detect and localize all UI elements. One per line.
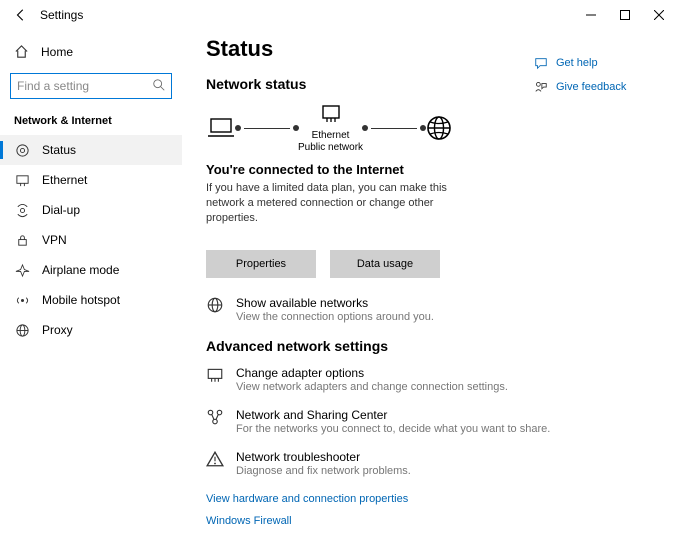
feedback-link[interactable]: Give feedback <box>556 81 626 93</box>
home-label: Home <box>41 45 73 59</box>
globe-icon <box>425 114 453 142</box>
window-controls <box>574 2 676 28</box>
adapter-icon <box>206 366 224 384</box>
network-diagram: Ethernet Public network <box>206 102 656 154</box>
feedback-row[interactable]: Give feedback <box>534 80 654 94</box>
show-networks-item[interactable]: Show available networks View the connect… <box>206 296 656 324</box>
hotspot-icon <box>14 292 30 308</box>
sharing-center-title: Network and Sharing Center <box>236 408 550 422</box>
search-input[interactable] <box>10 73 172 99</box>
window-title: Settings <box>40 8 83 22</box>
search-wrap <box>10 73 172 99</box>
connection-heading: You're connected to the Internet <box>206 162 656 177</box>
sidebar-item-ethernet[interactable]: Ethernet <box>0 165 182 195</box>
feedback-icon <box>534 80 548 94</box>
adapter-options-desc: View network adapters and change connect… <box>236 380 508 394</box>
sharing-center-desc: For the networks you connect to, decide … <box>236 422 550 436</box>
sidebar-item-label: VPN <box>42 233 67 247</box>
status-icon <box>14 142 30 158</box>
globe-small-icon <box>206 296 224 314</box>
show-networks-desc: View the connection options around you. <box>236 310 434 324</box>
firewall-link[interactable]: Windows Firewall <box>206 515 656 527</box>
laptop-icon <box>206 116 236 140</box>
advanced-heading: Advanced network settings <box>206 338 656 354</box>
sidebar: Home Network & Internet Status Ethernet … <box>0 0 182 538</box>
nic-icon <box>319 102 343 126</box>
warning-icon <box>206 450 224 468</box>
dialup-icon <box>14 202 30 218</box>
sidebar-item-label: Dial-up <box>42 203 80 217</box>
back-button[interactable] <box>14 8 28 22</box>
nav-list: Status Ethernet Dial-up VPN Airplane mod… <box>0 135 182 345</box>
sidebar-item-dialup[interactable]: Dial-up <box>0 195 182 225</box>
sidebar-item-label: Ethernet <box>42 173 87 187</box>
minimize-button[interactable] <box>574 2 608 28</box>
help-icon <box>534 56 548 70</box>
sidebar-item-label: Status <box>42 143 76 157</box>
airplane-icon <box>14 262 30 278</box>
home-icon <box>14 44 29 59</box>
maximize-button[interactable] <box>608 2 642 28</box>
sidebar-item-label: Mobile hotspot <box>42 293 120 307</box>
connection-desc: If you have a limited data plan, you can… <box>206 181 486 226</box>
diagram-adapter-label: Ethernet Public network <box>298 130 363 154</box>
troubleshooter-item[interactable]: Network troubleshooter Diagnose and fix … <box>206 450 656 478</box>
search-icon <box>152 78 166 92</box>
title-bar: Settings <box>0 0 680 30</box>
sidebar-item-label: Airplane mode <box>42 263 119 277</box>
properties-button[interactable]: Properties <box>206 250 316 278</box>
adapter-options-title: Change adapter options <box>236 366 508 380</box>
sharing-icon <box>206 408 224 426</box>
sidebar-item-vpn[interactable]: VPN <box>0 225 182 255</box>
sidebar-item-airplane[interactable]: Airplane mode <box>0 255 182 285</box>
close-button[interactable] <box>642 2 676 28</box>
sidebar-item-status[interactable]: Status <box>0 135 182 165</box>
get-help-row[interactable]: Get help <box>534 56 654 70</box>
sidebar-item-label: Proxy <box>42 323 73 337</box>
home-nav[interactable]: Home <box>0 38 182 65</box>
sharing-center-item[interactable]: Network and Sharing Center For the netwo… <box>206 408 656 436</box>
proxy-icon <box>14 322 30 338</box>
get-help-link[interactable]: Get help <box>556 57 598 69</box>
ethernet-icon <box>14 172 30 188</box>
help-panel: Get help Give feedback <box>534 56 654 104</box>
troubleshooter-title: Network troubleshooter <box>236 450 411 464</box>
adapter-options-item[interactable]: Change adapter options View network adap… <box>206 366 656 394</box>
show-networks-title: Show available networks <box>236 296 434 310</box>
hw-props-link[interactable]: View hardware and connection properties <box>206 493 656 505</box>
category-heading: Network & Internet <box>0 111 182 135</box>
vpn-icon <box>14 232 30 248</box>
data-usage-button[interactable]: Data usage <box>330 250 440 278</box>
sidebar-item-proxy[interactable]: Proxy <box>0 315 182 345</box>
troubleshooter-desc: Diagnose and fix network problems. <box>236 464 411 478</box>
sidebar-item-hotspot[interactable]: Mobile hotspot <box>0 285 182 315</box>
